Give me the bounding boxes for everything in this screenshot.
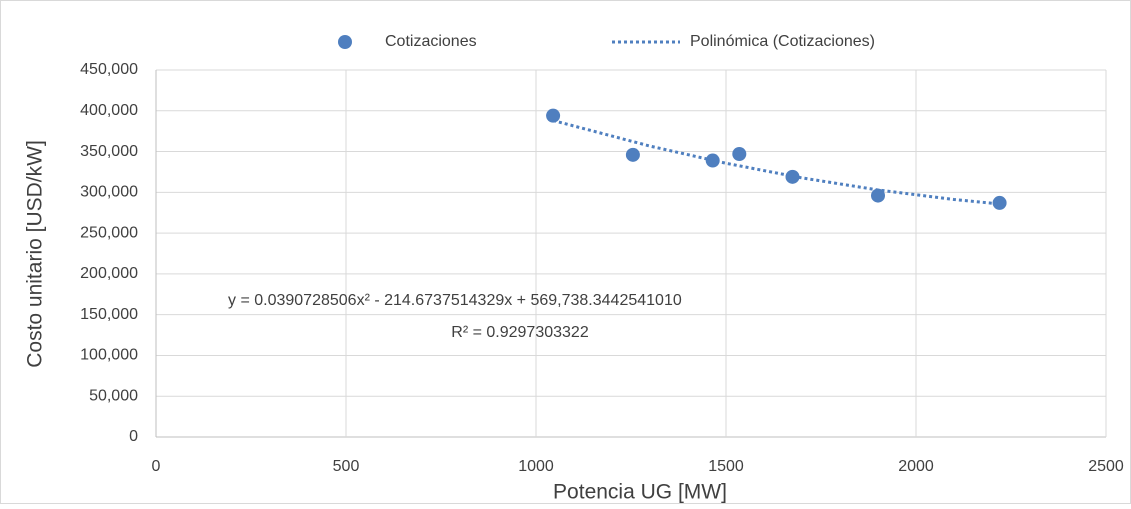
y-tick-label: 450,000 [80,61,138,78]
y-tick-label: 250,000 [80,224,138,241]
y-tick-label: 150,000 [80,306,138,323]
legend-label: Polinómica (Cotizaciones) [690,33,875,50]
point [992,195,1007,210]
trendline [552,119,1000,206]
legend-label: Cotizaciones [385,33,477,50]
y-tick-label: 200,000 [80,265,138,282]
y-tick-label: 300,000 [80,184,138,201]
legend-swatch [338,35,352,49]
y-tick-label: 400,000 [80,102,138,119]
equation: y = 0.0390728506x² - 214.6737514329x + 5… [228,292,682,309]
x-tick-label: 2500 [1088,458,1124,475]
y-tick-label: 350,000 [80,143,138,160]
x-tick-label: 500 [333,458,360,475]
y-axis-title: Costo unitario [USD/kW] [24,140,47,368]
y-tick-label: 50,000 [89,387,138,404]
x-tick-label: 1000 [518,458,554,475]
point [871,188,885,203]
point [625,147,640,162]
point [732,147,747,162]
point [546,108,561,123]
x-tick-label: 0 [152,458,161,475]
r-squared: R² = 0.9297303322 [451,324,589,341]
x-tick-label: 1500 [708,458,744,475]
x-axis-title: Potencia UG [MW] [553,481,727,504]
y-tick-label: 100,000 [80,347,138,364]
y-tick-label: 0 [129,428,138,445]
x-tick-label: 2000 [898,458,934,475]
